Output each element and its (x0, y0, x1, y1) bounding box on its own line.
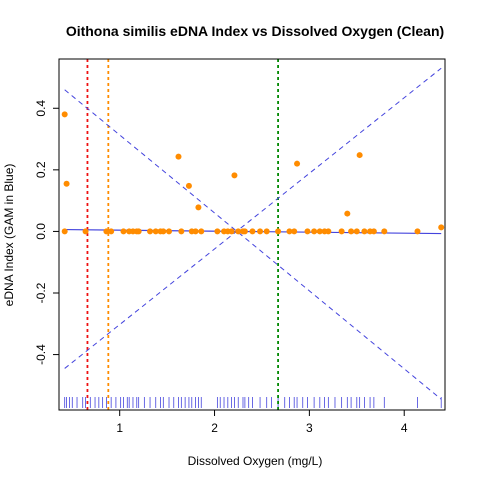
data-point (361, 228, 368, 235)
data-point (344, 210, 351, 217)
x-tick-label: 3 (306, 421, 313, 435)
confidence-band-upper (64, 67, 442, 369)
chart-title: Oithona similis eDNA Index vs Dissolved … (66, 23, 444, 39)
x-axis-label: Dissolved Oxygen (mg/L) (188, 454, 323, 468)
data-point (61, 228, 68, 235)
data-point (316, 228, 323, 235)
data-point (228, 228, 235, 235)
data-point (82, 228, 89, 235)
data-point (63, 180, 70, 187)
data-point (178, 228, 185, 235)
data-point (353, 228, 360, 235)
data-point (192, 228, 199, 235)
data-point (291, 228, 298, 235)
data-point (294, 160, 301, 167)
y-tick-label: 0.4 (34, 100, 48, 117)
y-tick-label: -0.2 (34, 282, 48, 303)
data-point (348, 228, 355, 235)
x-tick-label: 1 (116, 421, 123, 435)
data-point (275, 228, 282, 235)
data-point (135, 228, 142, 235)
data-point (325, 228, 332, 235)
data-point (257, 228, 264, 235)
data-point (120, 228, 127, 235)
data-point (263, 228, 270, 235)
data-point (61, 111, 68, 118)
data-point (286, 228, 293, 235)
data-point (235, 228, 242, 235)
data-point (166, 228, 173, 235)
confidence-band-lower (64, 89, 442, 400)
data-point (198, 228, 205, 235)
data-point (438, 224, 445, 231)
x-tick-label: 2 (211, 421, 218, 435)
data-point (108, 228, 115, 235)
data-point (370, 228, 377, 235)
data-point (356, 152, 363, 159)
data-point (103, 228, 110, 235)
data-point (175, 153, 182, 160)
data-point (338, 228, 345, 235)
data-point (241, 228, 248, 235)
data-point (304, 228, 311, 235)
data-point (160, 228, 167, 235)
data-point (381, 228, 388, 235)
y-tick-label: -0.4 (34, 344, 48, 365)
data-point (152, 228, 159, 235)
x-tick-label: 4 (401, 421, 408, 435)
y-tick-label: 0.0 (34, 223, 48, 240)
plot-frame (58, 58, 446, 411)
y-axis-label: eDNA Index (GAM in Blue) (2, 164, 16, 307)
data-point (147, 228, 154, 235)
data-point (249, 228, 256, 235)
data-point (231, 172, 238, 179)
y-tick-label: 0.2 (34, 161, 48, 178)
data-point (214, 228, 221, 235)
data-point (195, 204, 202, 211)
data-point (414, 228, 421, 235)
data-point (185, 182, 192, 189)
data-point (311, 228, 318, 235)
